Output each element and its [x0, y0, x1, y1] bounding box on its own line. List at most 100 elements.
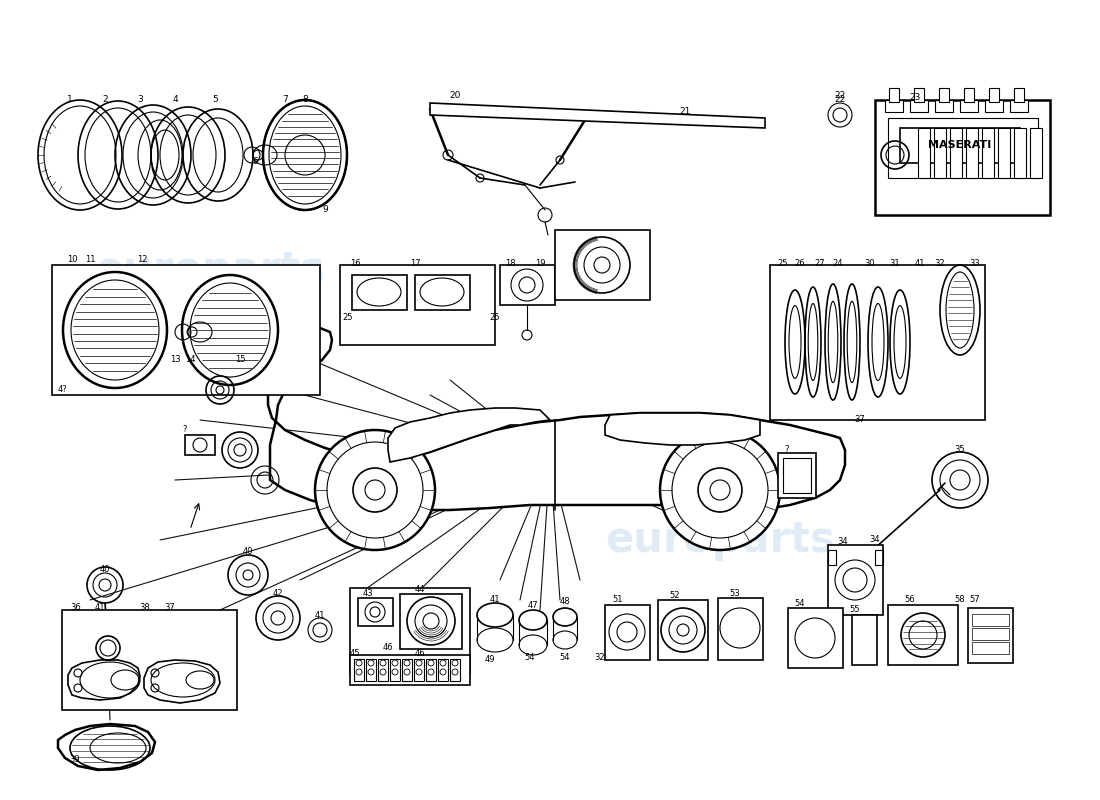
Text: 57: 57	[970, 595, 980, 605]
Text: 22: 22	[835, 95, 846, 105]
Bar	[966, 128, 978, 178]
Circle shape	[660, 430, 780, 550]
Bar	[778, 453, 816, 498]
Text: 25: 25	[490, 314, 500, 322]
Text: ?: ?	[784, 446, 790, 454]
Text: 37: 37	[165, 603, 175, 613]
Polygon shape	[605, 413, 760, 445]
Polygon shape	[430, 103, 764, 128]
Bar	[605, 605, 650, 660]
Bar	[888, 605, 958, 665]
Text: ?: ?	[183, 426, 187, 434]
Bar	[350, 655, 470, 685]
Bar	[500, 265, 556, 305]
Bar	[1014, 88, 1024, 102]
Text: 53: 53	[729, 590, 740, 598]
Text: 38: 38	[140, 603, 151, 613]
Polygon shape	[68, 660, 140, 700]
Bar	[340, 265, 495, 345]
Text: 9: 9	[322, 206, 328, 214]
Bar	[352, 275, 407, 310]
Bar	[426, 659, 436, 681]
Text: 12: 12	[136, 255, 147, 265]
Text: 55: 55	[849, 606, 860, 614]
Text: 44: 44	[415, 586, 426, 594]
Bar	[989, 88, 999, 102]
Text: 41: 41	[95, 603, 106, 613]
Text: 54: 54	[560, 653, 570, 662]
Bar	[414, 659, 424, 681]
Text: MASERATI: MASERATI	[928, 140, 991, 150]
Bar	[1010, 100, 1028, 112]
Polygon shape	[388, 408, 550, 462]
Bar	[874, 100, 1050, 215]
Text: 51: 51	[613, 595, 624, 605]
Text: 32: 32	[595, 653, 605, 662]
Text: 46: 46	[383, 643, 394, 653]
Bar	[658, 600, 708, 660]
Bar	[1030, 128, 1042, 178]
Text: 33: 33	[969, 258, 980, 267]
Bar	[400, 594, 462, 649]
Bar	[828, 550, 836, 565]
Bar	[770, 265, 984, 420]
Text: 26: 26	[794, 258, 805, 267]
Text: 27: 27	[815, 258, 825, 267]
Text: 6: 6	[252, 158, 257, 166]
Bar	[62, 610, 236, 710]
Bar	[52, 265, 320, 395]
Text: 35: 35	[955, 446, 966, 454]
Bar	[968, 608, 1013, 663]
Bar	[998, 128, 1010, 178]
Text: 54: 54	[794, 599, 805, 609]
Bar	[366, 659, 376, 681]
Text: 47: 47	[528, 601, 538, 610]
Text: 13: 13	[169, 355, 180, 365]
Text: 18: 18	[505, 258, 515, 267]
Text: 23: 23	[910, 93, 921, 102]
Text: 4?: 4?	[57, 386, 67, 394]
Bar	[438, 659, 448, 681]
Text: 11: 11	[85, 255, 96, 265]
Bar	[402, 659, 412, 681]
Text: 7: 7	[282, 95, 288, 105]
Bar	[450, 659, 460, 681]
Text: 52: 52	[670, 590, 680, 599]
Text: 34: 34	[870, 535, 880, 545]
Text: europarts: europarts	[605, 519, 835, 561]
Text: 30: 30	[865, 258, 876, 267]
Bar	[788, 608, 843, 668]
Bar	[886, 100, 903, 112]
Text: 14: 14	[185, 355, 196, 365]
Polygon shape	[268, 325, 845, 512]
Bar	[852, 615, 877, 665]
Text: 10: 10	[67, 255, 77, 265]
Bar	[378, 659, 388, 681]
Bar	[914, 88, 924, 102]
Bar	[964, 88, 974, 102]
Text: 58: 58	[955, 595, 966, 605]
Text: 2: 2	[102, 95, 108, 105]
Text: 4: 4	[173, 95, 178, 105]
Text: 32: 32	[935, 258, 945, 267]
Text: 40: 40	[100, 566, 110, 574]
Text: 25: 25	[778, 258, 789, 267]
Text: 56: 56	[904, 595, 915, 605]
Text: 19: 19	[535, 258, 546, 267]
Text: 41: 41	[490, 595, 500, 605]
Text: 42: 42	[273, 589, 284, 598]
Text: 43: 43	[363, 589, 373, 598]
Bar	[972, 614, 1009, 626]
Text: 41: 41	[315, 610, 326, 619]
Text: 24: 24	[833, 258, 844, 267]
Bar	[910, 100, 928, 112]
Bar	[950, 128, 962, 178]
Text: 49: 49	[485, 655, 495, 665]
Text: 5: 5	[212, 95, 218, 105]
Polygon shape	[144, 660, 220, 703]
Text: 46: 46	[415, 649, 426, 658]
Bar	[350, 588, 470, 673]
Text: 54: 54	[525, 653, 536, 662]
Bar	[556, 230, 650, 300]
Bar	[960, 100, 978, 112]
